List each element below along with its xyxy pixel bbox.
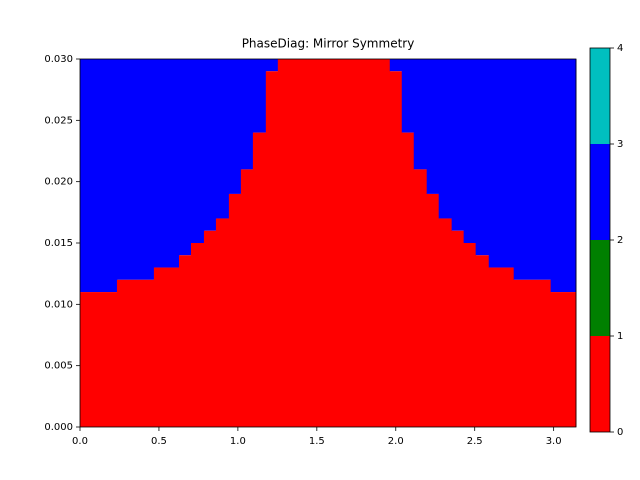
upper-phase-cell xyxy=(475,59,490,256)
upper-phase-cell xyxy=(513,59,552,280)
x-tick-label: 0.0 xyxy=(72,436,88,447)
lower-phase-cell xyxy=(413,169,428,427)
upper-phase-cell xyxy=(153,59,180,268)
lower-phase-cell xyxy=(475,255,490,427)
y-tick-label: 0.010 xyxy=(44,299,73,310)
x-tick-label: 2.5 xyxy=(467,436,483,447)
y-tick-label: 0.015 xyxy=(44,238,73,249)
upper-phase-cell xyxy=(389,59,403,72)
lower-phase-cell xyxy=(240,169,254,427)
lower-phase-cell xyxy=(80,292,118,427)
lower-phase-cell xyxy=(265,71,279,428)
lower-phase-cell xyxy=(153,267,180,427)
lower-phase-cell xyxy=(228,193,242,427)
y-tick-label: 0.020 xyxy=(44,177,73,188)
lower-phase-cell xyxy=(203,230,217,427)
lower-phase-cell xyxy=(463,243,477,427)
upper-phase-cell xyxy=(178,59,192,256)
x-tick-label: 1.0 xyxy=(230,436,246,447)
upper-phase-cell xyxy=(215,59,230,219)
colorbar-segment xyxy=(590,336,610,432)
upper-phase-cell xyxy=(252,59,267,133)
colorbar-tick-label: 2 xyxy=(617,235,623,246)
colorbar-segment xyxy=(590,240,610,336)
upper-phase-cell xyxy=(203,59,217,231)
upper-phase-cell xyxy=(265,59,279,72)
x-tick-label: 0.5 xyxy=(151,436,167,447)
lower-phase-cell xyxy=(451,230,465,427)
lower-phase-cell xyxy=(116,279,155,427)
lower-phase-cell xyxy=(513,279,552,427)
upper-phase-cell xyxy=(228,59,242,194)
upper-phase-cell xyxy=(426,59,440,194)
lower-phase-cell xyxy=(550,292,577,427)
lower-phase-cell xyxy=(401,132,415,427)
lower-phase-cell xyxy=(389,71,403,428)
y-tick-label: 0.030 xyxy=(44,54,73,65)
lower-phase-cell xyxy=(252,132,267,427)
upper-phase-cell xyxy=(463,59,477,243)
colorbar-segment xyxy=(590,144,610,240)
upper-phase-cell xyxy=(116,59,155,280)
colorbar-segment xyxy=(590,48,610,144)
y-tick-label: 0.005 xyxy=(44,361,73,372)
upper-phase-cell xyxy=(550,59,577,293)
colorbar-tick-label: 3 xyxy=(617,139,623,150)
lower-phase-cell xyxy=(190,243,205,427)
colorbar-tick-label: 0 xyxy=(617,427,623,438)
lower-phase-cell xyxy=(215,218,230,427)
chart-title: PhaseDiag: Mirror Symmetry xyxy=(242,37,415,51)
x-tick-label: 3.0 xyxy=(546,436,562,447)
upper-phase-cell xyxy=(413,59,428,170)
lower-phase-cell xyxy=(438,218,453,427)
upper-phase-cell xyxy=(190,59,205,243)
upper-phase-cell xyxy=(488,59,515,268)
colorbar-tick-label: 1 xyxy=(617,331,623,342)
lower-phase-cell xyxy=(426,193,440,427)
lower-phase-cell xyxy=(277,59,391,427)
upper-phase-cell xyxy=(80,59,118,293)
x-tick-label: 1.5 xyxy=(309,436,325,447)
lower-phase-cell xyxy=(488,267,515,427)
upper-phase-cell xyxy=(438,59,453,219)
upper-phase-cell xyxy=(401,59,415,133)
y-tick-label: 0.025 xyxy=(44,115,73,126)
upper-phase-cell xyxy=(451,59,465,231)
y-tick-label: 0.000 xyxy=(44,422,73,433)
x-tick-label: 2.0 xyxy=(388,436,404,447)
colorbar-tick-label: 4 xyxy=(617,43,623,54)
upper-phase-cell xyxy=(240,59,254,170)
lower-phase-cell xyxy=(178,255,192,427)
